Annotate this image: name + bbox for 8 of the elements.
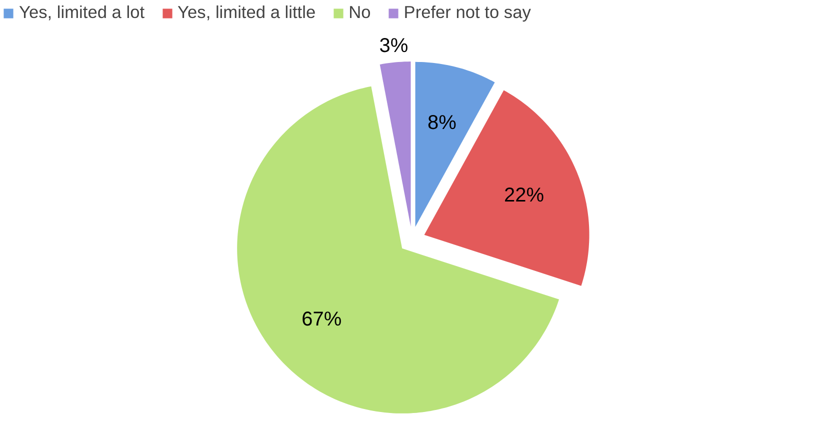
legend-label: Yes, limited a lot [19,2,145,23]
legend-label: Prefer not to say [404,2,531,23]
data-label: 67% [302,308,342,330]
legend-label: No [348,2,371,23]
data-label: 3% [379,34,408,57]
legend-label: Yes, limited a little [178,2,316,23]
data-label: 22% [504,184,544,206]
data-label: 8% [428,112,457,134]
